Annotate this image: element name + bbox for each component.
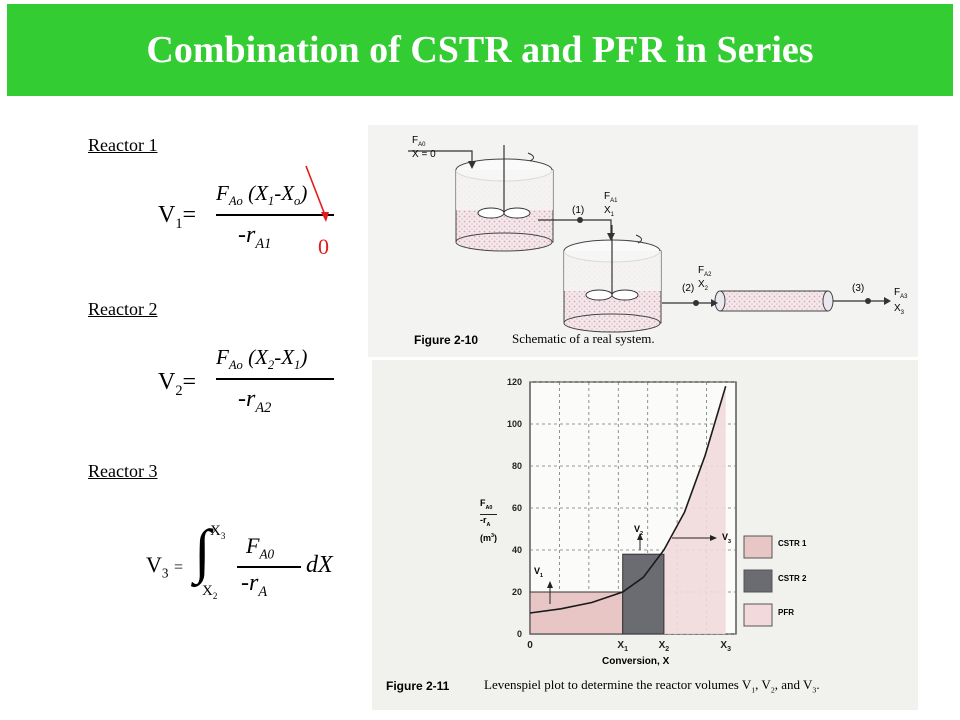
reactor1-fraction-bar	[216, 214, 334, 216]
cstr1-bar	[529, 591, 624, 635]
figure-2-11-panel: 0 20 40 60 80 100 120 0 X1 X2 X3 FA0 -rA (m3) Conv…	[372, 360, 918, 710]
reactor2-fraction-bar	[216, 378, 334, 380]
fa1-label: FA1	[604, 191, 618, 204]
figure-2-10-panel: FA0 X = 0 (1) FA1 X1 (2) FA2 X2 (3) FA3 …	[368, 125, 918, 357]
integral-lower-limit: X2	[202, 583, 218, 601]
reactor3-dx: dX	[306, 552, 333, 578]
legend-pfr: PFR	[778, 608, 794, 617]
reactor3-denominator: -rA	[241, 570, 268, 600]
v3-label: V3	[722, 532, 732, 545]
reactor3-numerator: FA0	[246, 533, 275, 562]
y-tick-label: 80	[512, 461, 522, 471]
legend-swatch-pfr	[743, 603, 773, 627]
levenspiel-curve	[529, 385, 727, 614]
v1-label: V1	[534, 566, 544, 579]
x2-label: X2	[698, 279, 709, 292]
stream1-label: (1)	[572, 205, 585, 216]
integral-upper-limit: X3	[210, 523, 226, 541]
reactor1-numerator: FAo (X1-Xo)	[216, 181, 308, 209]
y-tick-label: 20	[512, 587, 522, 597]
y-tick-label: 60	[512, 503, 522, 513]
reactor3-lhs: V3 =	[146, 552, 184, 581]
stream3-label: (3)	[852, 283, 865, 294]
levenspiel-plot: 0 20 40 60 80 100 120 0 X1 X2 X3	[507, 377, 773, 653]
x3-label: X3	[894, 303, 905, 316]
legend-cstr1: CSTR 1	[778, 539, 807, 548]
x-tick-label: X3	[720, 640, 731, 653]
reactor1-label: Reactor 1	[88, 135, 158, 155]
pfr-tube	[714, 290, 834, 312]
reactor1-denominator: -rA1	[238, 222, 272, 252]
reactor-schematic	[408, 145, 891, 333]
v2-arrowhead	[637, 533, 643, 540]
v2-label: V2	[634, 524, 644, 537]
reactor2-label: Reactor 2	[88, 299, 158, 319]
figure-2-11-number: Figure 2-11	[386, 679, 450, 693]
cstr2-bar	[622, 553, 665, 635]
fa2-label: FA2	[698, 265, 712, 278]
title-bar: Combination of CSTR and PFR in Series	[7, 4, 953, 96]
x-tick-label: 0	[527, 640, 533, 651]
x-axis-label: Conversion, X	[602, 656, 670, 667]
v3-arrowhead	[710, 535, 717, 541]
figure-2-10-caption: Schematic of a real system.	[512, 331, 655, 346]
integral-sign: ∫	[194, 518, 211, 584]
legend-swatch-cstr1	[743, 535, 773, 559]
y-tick-label: 0	[517, 629, 522, 639]
x0-label: X = 0	[412, 149, 436, 160]
flow-markers	[468, 161, 891, 307]
fa3-label: FA3	[894, 287, 908, 300]
fa0-label: FA0	[412, 135, 426, 148]
pfr-area	[663, 386, 726, 634]
reactor2-denominator: -rA2	[238, 386, 272, 416]
reactor3-fraction-bar	[237, 566, 301, 568]
v1-arrowhead	[547, 581, 553, 588]
x-tick-label: X1	[617, 640, 628, 653]
reactor3-label: Reactor 3	[88, 461, 158, 481]
cstr2-tank	[563, 225, 662, 333]
stream2-label: (2)	[682, 283, 695, 294]
slide-title: Combination of CSTR and PFR in Series	[146, 29, 814, 71]
reactor1-zero-annotation: 0	[318, 234, 329, 259]
legend-swatch-cstr2	[743, 569, 773, 593]
cstr1-tank	[455, 145, 554, 252]
legend-cstr2: CSTR 2	[778, 574, 807, 583]
reactor1-annotation-arrow	[305, 165, 329, 222]
reactor2-lhs: V2=	[158, 369, 197, 399]
reactor2-numerator: FAo (X2-X1)	[216, 345, 308, 373]
figure-2-11-caption: Levenspiel plot to determine the reactor…	[484, 677, 820, 695]
y-tick-label: 100	[507, 419, 522, 429]
y-axis-label: FA0 -rA (m3)	[480, 498, 497, 543]
flow-lines	[408, 150, 888, 304]
figure-2-10-number: Figure 2-10	[414, 333, 479, 347]
x1-label: X1	[604, 205, 615, 218]
y-tick-label: 120	[507, 377, 522, 387]
y-tick-label: 40	[512, 545, 522, 555]
x-tick-label: X2	[659, 640, 670, 653]
reactor1-lhs: V1=	[158, 202, 197, 232]
